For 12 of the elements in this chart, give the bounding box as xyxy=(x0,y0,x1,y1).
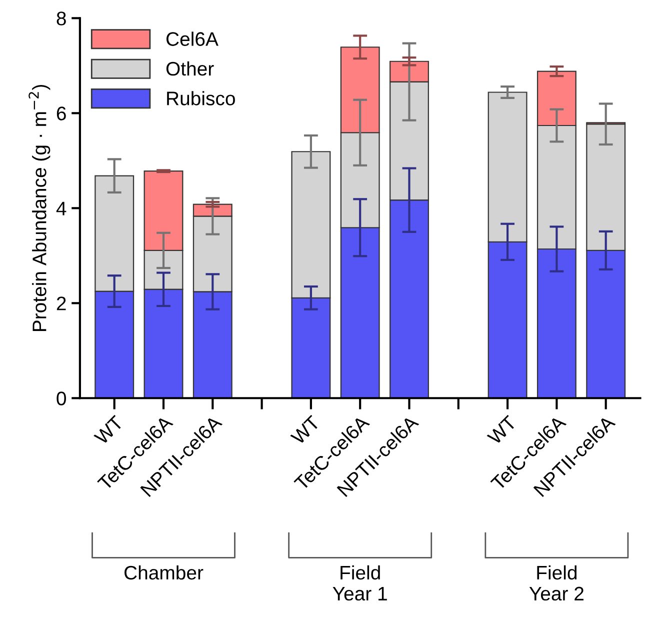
y-tick-label: 0 xyxy=(56,392,66,406)
y-tick-label: 2 xyxy=(56,296,66,310)
text: Field Year 1 xyxy=(332,565,387,601)
y-tick-label: 6 xyxy=(56,106,66,120)
text: Field Year 2 xyxy=(529,565,584,601)
y-axis-title: Protein Abundance (g · m$^{−2}$) xyxy=(28,84,50,331)
text: Chamber xyxy=(124,565,204,580)
legend-label: Cel6A xyxy=(166,32,218,46)
legend-label: Rubisco xyxy=(167,91,235,106)
y-tick-label: 4 xyxy=(56,202,66,216)
y-tick-label: 8 xyxy=(56,12,66,26)
legend-label: Other xyxy=(166,61,214,76)
